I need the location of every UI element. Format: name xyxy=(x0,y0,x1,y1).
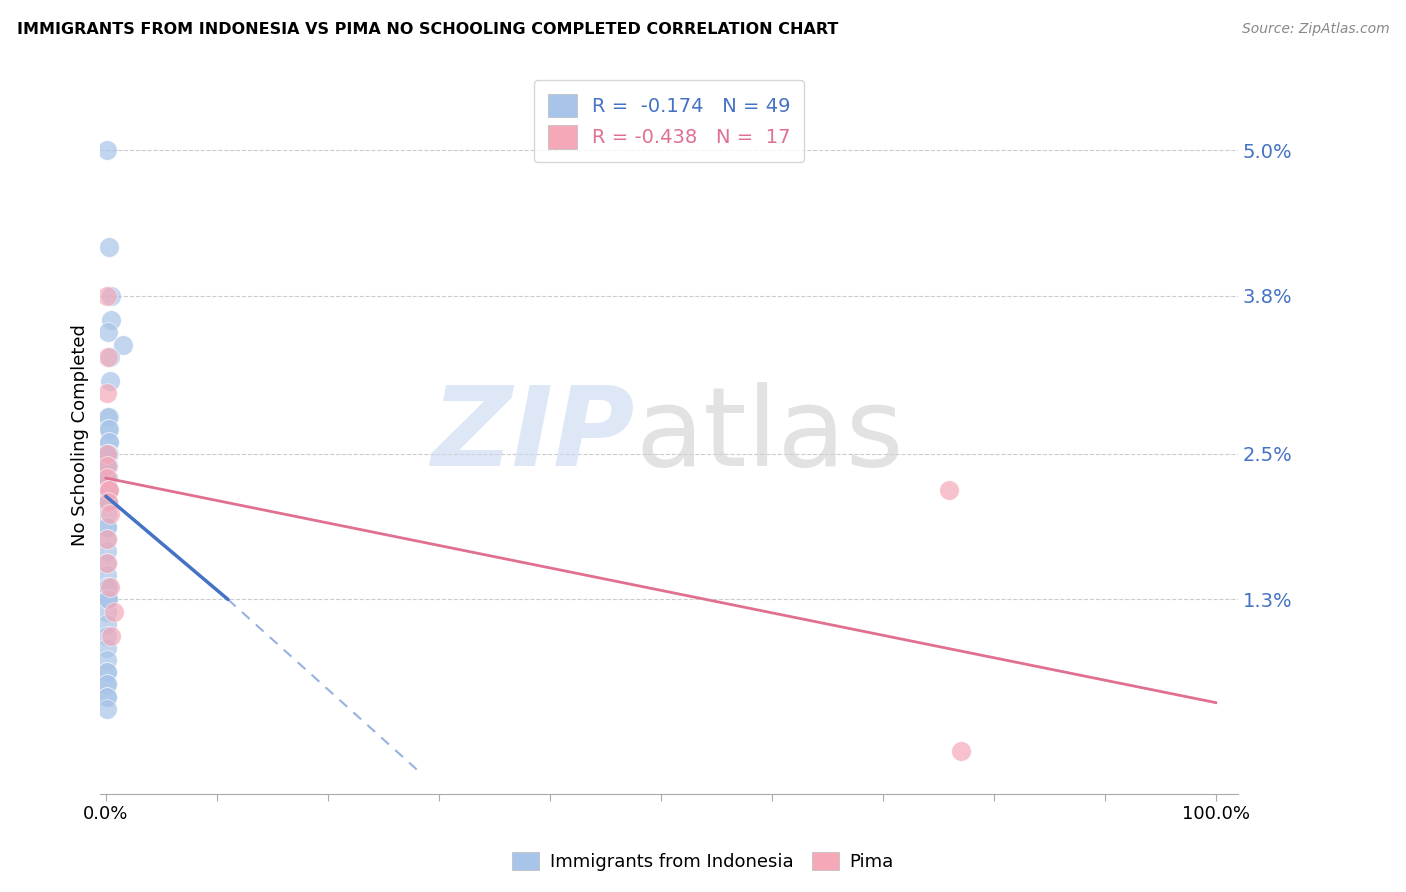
Point xyxy=(98,350,121,364)
Point xyxy=(96,677,118,691)
Point xyxy=(96,568,118,582)
Point xyxy=(96,702,118,716)
Point xyxy=(103,605,125,619)
Text: IMMIGRANTS FROM INDONESIA VS PIMA NO SCHOOLING COMPLETED CORRELATION CHART: IMMIGRANTS FROM INDONESIA VS PIMA NO SCH… xyxy=(17,22,838,37)
Point xyxy=(96,519,118,533)
Point xyxy=(938,483,960,498)
Point xyxy=(96,665,118,680)
Point xyxy=(100,313,122,327)
Point xyxy=(96,532,118,546)
Point xyxy=(96,544,118,558)
Point xyxy=(97,495,120,509)
Legend: R =  -0.174   N = 49, R = -0.438   N =  17: R = -0.174 N = 49, R = -0.438 N = 17 xyxy=(534,80,804,162)
Point xyxy=(97,495,120,509)
Point xyxy=(97,447,120,461)
Point xyxy=(98,447,121,461)
Point xyxy=(98,483,121,498)
Point xyxy=(96,616,118,631)
Point xyxy=(96,605,118,619)
Point xyxy=(96,629,118,643)
Point xyxy=(96,690,118,704)
Point xyxy=(98,434,121,449)
Point xyxy=(97,592,120,607)
Point xyxy=(949,744,972,758)
Point xyxy=(98,410,121,425)
Point xyxy=(97,495,120,509)
Text: Source: ZipAtlas.com: Source: ZipAtlas.com xyxy=(1241,22,1389,37)
Point xyxy=(97,483,120,498)
Point xyxy=(96,677,118,691)
Point xyxy=(97,350,120,364)
Point xyxy=(96,519,118,533)
Point xyxy=(96,640,118,655)
Point xyxy=(96,458,118,473)
Point xyxy=(97,592,120,607)
Point xyxy=(111,337,134,351)
Point xyxy=(98,422,121,436)
Point xyxy=(97,580,120,594)
Point xyxy=(98,508,121,522)
Y-axis label: No Schooling Completed: No Schooling Completed xyxy=(72,325,89,547)
Point xyxy=(97,458,120,473)
Text: ZIP: ZIP xyxy=(432,382,636,489)
Point xyxy=(96,556,118,570)
Point xyxy=(96,653,118,667)
Point xyxy=(96,690,118,704)
Point xyxy=(97,483,120,498)
Point xyxy=(96,471,118,485)
Point xyxy=(96,386,118,401)
Point xyxy=(100,289,122,303)
Point xyxy=(97,458,120,473)
Point xyxy=(96,143,118,157)
Point xyxy=(96,532,118,546)
Text: atlas: atlas xyxy=(636,382,904,489)
Point xyxy=(96,556,118,570)
Point xyxy=(96,289,118,303)
Point xyxy=(98,434,121,449)
Point xyxy=(96,592,118,607)
Point xyxy=(98,240,121,254)
Point xyxy=(98,374,121,388)
Point xyxy=(98,483,121,498)
Point xyxy=(97,422,120,436)
Point xyxy=(96,447,118,461)
Point xyxy=(97,447,120,461)
Legend: Immigrants from Indonesia, Pima: Immigrants from Indonesia, Pima xyxy=(505,845,901,879)
Point xyxy=(97,410,120,425)
Point xyxy=(97,471,120,485)
Point xyxy=(100,629,122,643)
Point xyxy=(96,508,118,522)
Point xyxy=(96,580,118,594)
Point xyxy=(97,471,120,485)
Point xyxy=(98,580,121,594)
Point xyxy=(97,326,120,340)
Point xyxy=(96,665,118,680)
